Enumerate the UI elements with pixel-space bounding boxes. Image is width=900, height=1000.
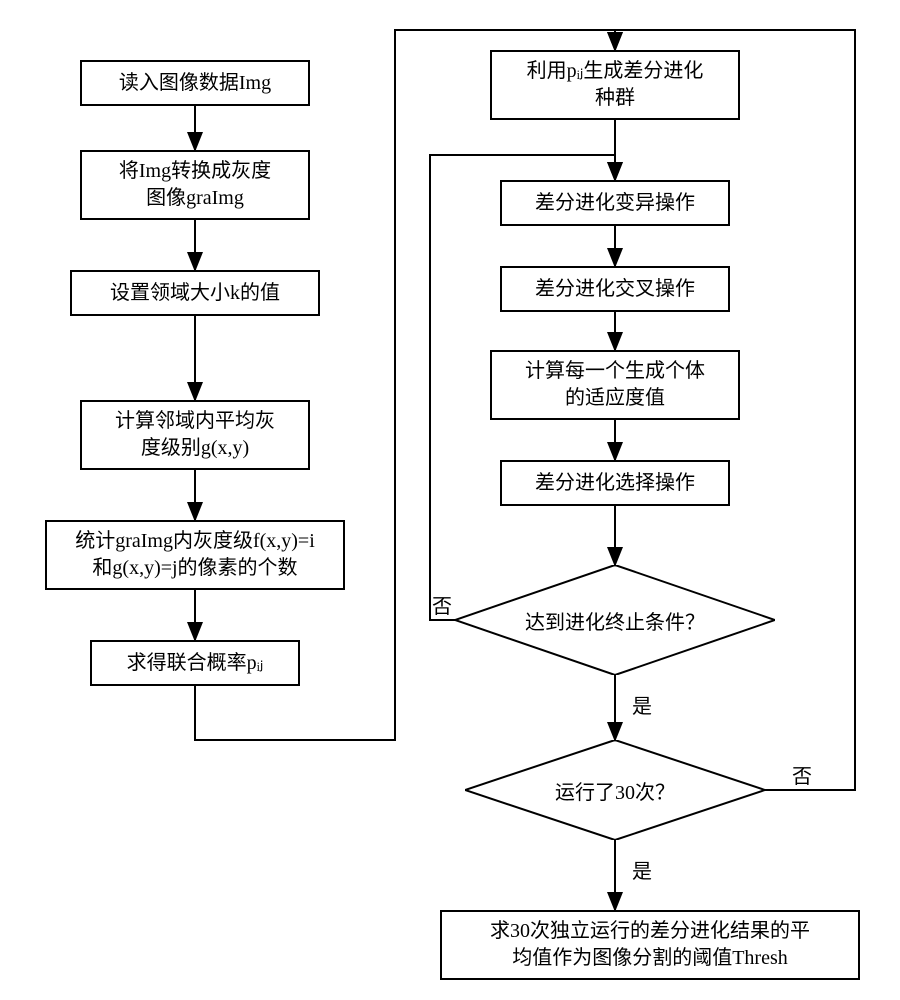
step-label: 读入图像数据Img (119, 70, 271, 97)
step-to-gray: 将Img转换成灰度图像graImg (80, 150, 310, 220)
step-mutation: 差分进化变异操作 (500, 180, 730, 226)
step-label: 利用pᵢⱼ生成差分进化种群 (527, 58, 704, 112)
step-count-pixels: 统计graImg内灰度级f(x,y)=i和g(x,y)=j的像素的个数 (45, 520, 345, 590)
step-avg-gray: 计算邻域内平均灰度级别g(x,y) (80, 400, 310, 470)
flowchart-canvas: 读入图像数据Img 将Img转换成灰度图像graImg 设置领域大小k的值 计算… (0, 0, 900, 1000)
step-fitness: 计算每一个生成个体的适应度值 (490, 350, 740, 420)
step-label: 差分进化选择操作 (535, 470, 695, 497)
step-label: 设置领域大小k的值 (110, 280, 280, 307)
step-joint-prob: 求得联合概率pᵢⱼ (90, 640, 300, 686)
step-label: 差分进化交叉操作 (535, 276, 695, 303)
step-selection: 差分进化选择操作 (500, 460, 730, 506)
step-init-population: 利用pᵢⱼ生成差分进化种群 (490, 50, 740, 120)
step-label: 求得联合概率pᵢⱼ (127, 650, 264, 677)
edge-label-d2-no: 否 (790, 760, 814, 789)
step-label: 计算邻域内平均灰度级别g(x,y) (115, 408, 275, 462)
step-label: 统计graImg内灰度级f(x,y)=i和g(x,y)=j的像素的个数 (75, 528, 315, 582)
decision-label: 达到进化终止条件？ (517, 606, 713, 635)
edge-label-d1-yes: 是 (630, 690, 654, 719)
decision-label: 运行了30次？ (547, 776, 683, 805)
step-output-thresh: 求30次独立运行的差分进化结果的平均值作为图像分割的阈值Thresh (440, 910, 860, 980)
step-label: 求30次独立运行的差分进化结果的平均值作为图像分割的阈值Thresh (490, 918, 810, 972)
edge-label-d2-yes: 是 (630, 855, 654, 884)
step-crossover: 差分进化交叉操作 (500, 266, 730, 312)
step-label: 计算每一个生成个体的适应度值 (525, 358, 705, 412)
decision-30-runs: 运行了30次？ (465, 740, 765, 840)
step-set-k: 设置领域大小k的值 (70, 270, 320, 316)
step-read-image: 读入图像数据Img (80, 60, 310, 106)
step-label: 将Img转换成灰度图像graImg (119, 158, 271, 212)
edge-label-d1-no: 否 (430, 590, 454, 619)
decision-terminate: 达到进化终止条件？ (455, 565, 775, 675)
step-label: 差分进化变异操作 (535, 190, 695, 217)
